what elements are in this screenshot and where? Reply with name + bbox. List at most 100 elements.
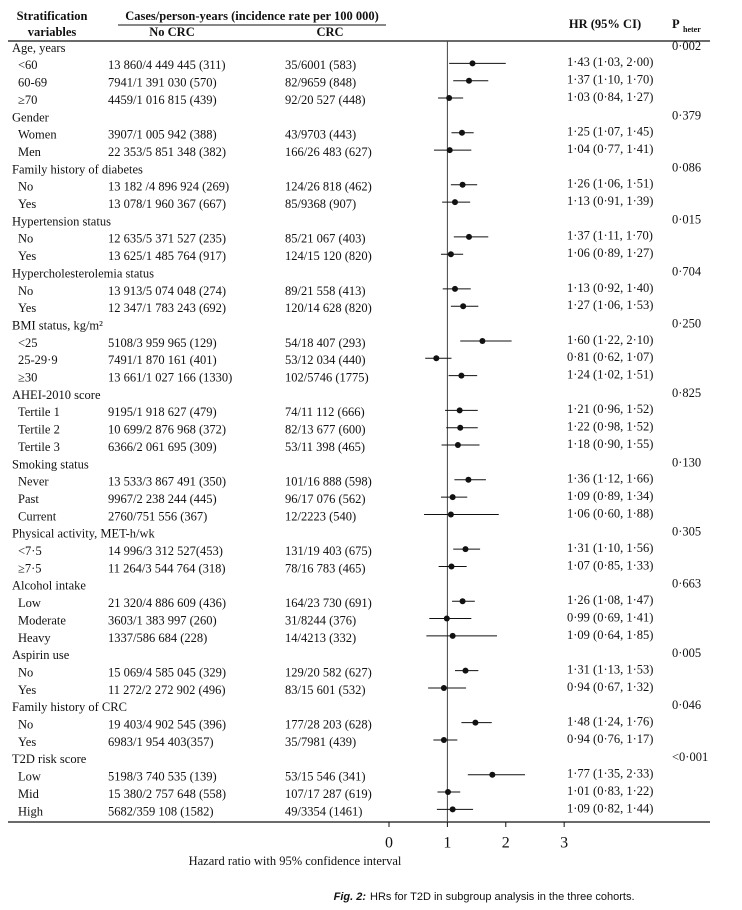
crc-cases: 35/7981 (439) [285,735,356,749]
no-crc-cases: 1337/586 684 (228) [108,631,207,645]
subgroup-label: Current [18,509,57,523]
no-crc-cases: 6983/1 954 403(357) [108,735,214,749]
subgroup-label: Mid [18,787,40,801]
x-axis-label: Hazard ratio with 95% confidence interva… [189,854,402,868]
hr-point [440,737,447,743]
crc-cases: 131/19 403 (675) [285,544,372,558]
subgroup-label: <7·5 [18,544,42,558]
group-label: Age, years [12,41,66,55]
subgroup-label: No [18,718,33,732]
group-label: Alcohol intake [12,579,86,593]
p-heterogeneity: 0·250 [672,316,701,330]
group-label: Hypercholesterolemia status [12,266,154,280]
hr-label: 1·26 (1·08, 1·47) [567,593,653,607]
no-crc-cases: 5108/3 959 965 (129) [108,336,217,350]
hr-point [457,424,464,431]
p-heterogeneity: 0·704 [672,264,702,278]
p-heterogeneity: 0·379 [672,108,701,122]
crc-cases: 83/15 601 (532) [285,683,366,697]
hr-point [465,476,472,483]
hr-label: 1·36 (1·12, 1·66) [567,472,653,486]
subgroup-label: Yes [18,301,36,315]
hr-point [465,233,472,240]
subgroup-label: Tertile 3 [18,440,60,454]
no-crc-cases: 13 661/1 027 166 (1330) [108,371,232,385]
hr-label: 1·60 (1·22, 2·10) [567,333,653,347]
no-crc-cases: 15 380/2 757 648 (558) [108,787,226,801]
crc-cases: 78/16 783 (465) [285,561,366,575]
no-crc-cases: 4459/1 016 815 (439) [108,93,217,107]
hr-label: 0·99 (0·69, 1·41) [567,610,653,624]
hr-point [449,806,456,813]
x-tick-label: 0 [385,835,393,852]
hr-point [443,615,450,622]
no-crc-cases: 5198/3 740 535 (139) [108,770,217,784]
crc-cases: 49/3354 (1461) [285,804,362,818]
no-crc-cases: 11 264/3 544 764 (318) [108,561,226,575]
header-subscript: heter [683,25,701,34]
hr-label: 1·24 (1·02, 1·51) [567,368,653,382]
hr-point [451,199,458,206]
group-label: Family history of CRC [12,700,127,714]
hr-point [462,546,469,553]
crc-cases: 89/21 558 (413) [285,284,366,298]
crc-cases: 102/5746 (1775) [285,371,369,385]
no-crc-cases: 12 347/1 783 243 (692) [108,301,226,315]
hr-label: 1·03 (0·84, 1·27) [567,90,653,104]
no-crc-cases: 21 320/4 886 609 (436) [108,596,226,610]
hr-point [462,667,469,674]
p-heterogeneity: 0·086 [672,160,701,174]
subgroup-label: No [18,232,33,246]
crc-cases: 53/15 546 (341) [285,770,366,784]
subgroup-label: Heavy [18,631,51,645]
crc-cases: 85/9368 (907) [285,197,356,211]
subgroup-label: 60-69 [18,76,47,90]
hr-point [472,719,479,726]
subgroup-label: No [18,665,33,679]
hr-point [459,181,466,188]
subgroup-label: Yes [18,197,36,211]
hr-point [446,95,453,102]
crc-cases: 164/23 730 (691) [285,596,372,610]
hr-point [460,303,467,310]
hr-label: 1·43 (1·03, 2·00) [567,55,653,69]
crc-cases: 101/16 888 (598) [285,475,372,489]
hr-label: 1·01 (0·83, 1·22) [567,784,653,798]
x-tick-label: 1 [443,835,451,852]
hr-label: 0·94 (0·67, 1·32) [567,680,653,694]
hr-label: 1·48 (1·24, 1·76) [567,715,653,729]
crc-cases: 107/17 287 (619) [285,787,372,801]
hr-label: 1·37 (1·11, 1·70) [567,229,653,243]
group-label: Physical activity, MET-h/wk [12,527,156,541]
hr-point [459,598,466,605]
hr-point [433,355,440,362]
hr-label: 0·94 (0·76, 1·17) [567,732,653,746]
caption-label: Fig. 2: [334,891,367,903]
group-label: Gender [12,110,50,124]
no-crc-cases: 2760/751 556 (367) [108,509,207,523]
hr-label: 1·26 (1·06, 1·51) [567,177,653,191]
hr-label: 1·04 (0·77, 1·41) [567,142,653,156]
x-tick-label: 3 [560,835,568,852]
caption: HRs for T2D in subgroup analysis in the … [370,891,635,903]
crc-cases: 14/4213 (332) [285,631,356,645]
crc-cases: 31/8244 (376) [285,613,356,627]
group-label: AHEI-2010 score [12,388,101,402]
crc-cases: 129/20 582 (627) [285,665,372,679]
no-crc-cases: 14 996/3 312 527(453) [108,544,223,558]
subgroup-label: Tertile 2 [18,423,60,437]
hr-point [456,407,463,414]
crc-cases: 53/11 398 (465) [285,440,365,454]
no-crc-cases: 7941/1 391 030 (570) [108,76,217,90]
no-crc-cases: 13 533/3 867 491 (350) [108,475,226,489]
crc-cases: 82/9659 (848) [285,76,356,90]
hr-point [479,337,486,344]
hr-label: 1·18 (0·90, 1·55) [567,437,653,451]
hr-point [449,632,456,639]
p-heterogeneity: 0·005 [672,646,701,660]
hr-label: 1·09 (0·64, 1·85) [567,628,653,642]
crc-cases: 54/18 407 (293) [285,336,366,350]
subgroup-label: ≥7·5 [18,561,42,575]
group-label: Smoking status [12,457,89,471]
